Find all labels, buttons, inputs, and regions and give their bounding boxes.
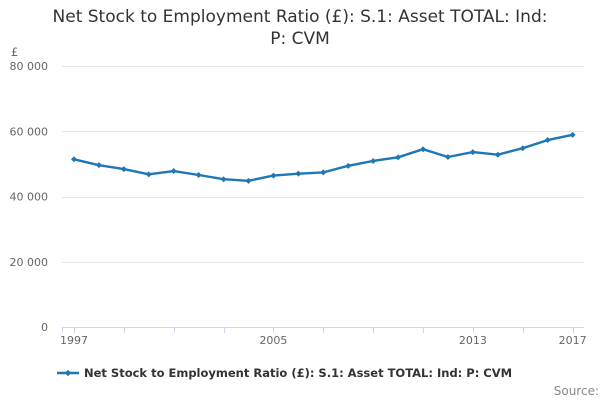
legend-line-marker-icon (57, 369, 79, 377)
data-point-marker[interactable] (345, 162, 352, 169)
x-tick-label: 2017 (559, 334, 587, 347)
data-point-marker[interactable] (295, 170, 302, 177)
y-tick-label: 80 000 (10, 60, 49, 73)
data-point-marker[interactable] (270, 172, 277, 179)
data-point-marker[interactable] (370, 157, 377, 164)
data-point-marker[interactable] (519, 145, 526, 152)
y-tick-label: 60 000 (10, 125, 49, 138)
data-point-marker[interactable] (220, 176, 227, 183)
data-point-marker[interactable] (469, 149, 476, 156)
data-point-marker[interactable] (320, 169, 327, 176)
data-point-marker[interactable] (95, 162, 102, 169)
data-point-marker[interactable] (245, 177, 252, 184)
y-tick-label: 20 000 (10, 256, 49, 269)
legend-item[interactable]: Net Stock to Employment Ratio (£): S.1: … (57, 366, 512, 380)
chart-title: Net Stock to Employment Ratio (£): S.1: … (0, 6, 600, 50)
data-point-marker[interactable] (71, 156, 77, 163)
data-point-marker[interactable] (120, 166, 127, 173)
data-point-marker[interactable] (420, 146, 427, 153)
data-point-marker[interactable] (395, 154, 402, 161)
chart-title-line2: P: CVM (270, 29, 330, 49)
data-point-marker[interactable] (195, 171, 202, 178)
data-point-marker[interactable] (145, 171, 152, 178)
y-axis-unit-label: £ (11, 45, 19, 59)
data-point-marker[interactable] (444, 154, 451, 161)
data-point-marker[interactable] (494, 151, 501, 158)
data-point-marker[interactable] (170, 168, 177, 175)
chart-title-line1: Net Stock to Employment Ratio (£): S.1: … (52, 7, 548, 27)
x-tick-label: 2005 (259, 334, 287, 347)
legend-label: Net Stock to Employment Ratio (£): S.1: … (84, 366, 513, 380)
data-point-marker[interactable] (544, 137, 551, 144)
x-tick-label: 1997 (60, 334, 88, 347)
y-tick-label: 0 (41, 321, 48, 334)
y-tick-label: 40 000 (10, 191, 49, 204)
data-point-marker[interactable] (569, 131, 576, 138)
source-label: Source: (553, 384, 599, 398)
x-tick-label: 2013 (459, 334, 487, 347)
